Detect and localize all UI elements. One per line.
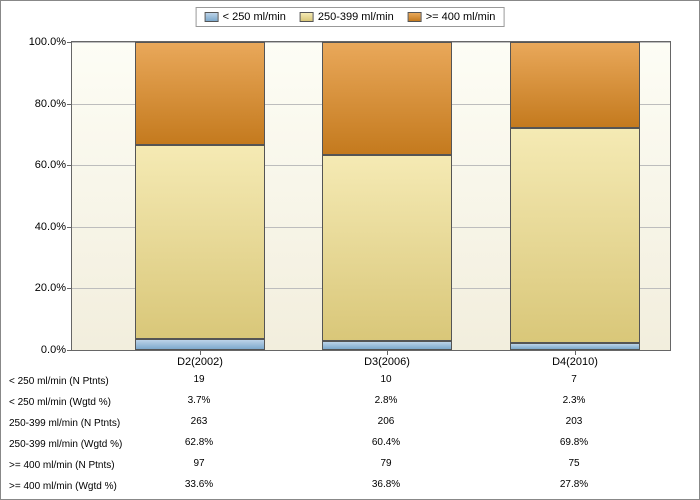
table-cell: 206 xyxy=(378,416,395,427)
y-tick xyxy=(67,350,72,351)
y-tick xyxy=(67,288,72,289)
y-tick-label: 40.0% xyxy=(35,221,66,233)
bar-group: D4(2010) xyxy=(510,42,640,350)
table-cell: 203 xyxy=(566,416,583,427)
row-cells: 19 10 7 xyxy=(141,371,699,392)
row-label: < 250 ml/min (Wgtd %) xyxy=(1,397,141,408)
table-row: >= 400 ml/min (N Ptnts) 97 79 75 xyxy=(1,455,699,476)
legend-swatch xyxy=(300,12,314,22)
table-cell: 69.8% xyxy=(560,437,588,448)
row-cells: 97 79 75 xyxy=(141,455,699,476)
y-tick-label: 60.0% xyxy=(35,159,66,171)
row-label: 250-399 ml/min (Wgtd %) xyxy=(1,439,141,450)
x-tick xyxy=(575,350,576,355)
row-cells: 263 206 203 xyxy=(141,413,699,434)
table-cell: 19 xyxy=(193,374,204,385)
plot-area: 0.0%20.0%40.0%60.0%80.0%100.0%D2(2002)D3… xyxy=(71,41,671,351)
bar-segment xyxy=(135,145,265,338)
x-category-label: D4(2010) xyxy=(552,356,598,368)
legend-label: >= 400 ml/min xyxy=(426,11,496,23)
row-cells: 3.7% 2.8% 2.3% xyxy=(141,392,699,413)
bar-group: D3(2006) xyxy=(322,42,452,350)
bar-segment xyxy=(510,42,640,128)
row-label: < 250 ml/min (N Ptnts) xyxy=(1,376,141,387)
table-row: < 250 ml/min (N Ptnts) 19 10 7 xyxy=(1,371,699,392)
table-cell: 60.4% xyxy=(372,437,400,448)
y-tick-label: 80.0% xyxy=(35,98,66,110)
table-cell: 75 xyxy=(568,458,579,469)
y-tick xyxy=(67,227,72,228)
legend-item: >= 400 ml/min xyxy=(408,11,496,23)
bar-group: D2(2002) xyxy=(135,42,265,350)
table-cell: 2.3% xyxy=(563,395,586,406)
legend-label: 250-399 ml/min xyxy=(318,11,394,23)
table-cell: 7 xyxy=(571,374,577,385)
x-category-label: D3(2006) xyxy=(364,356,410,368)
legend: < 250 ml/min 250-399 ml/min >= 400 ml/min xyxy=(196,7,505,27)
bar-segment xyxy=(135,42,265,145)
row-label: 250-399 ml/min (N Ptnts) xyxy=(1,418,141,429)
x-category-label: D2(2002) xyxy=(177,356,223,368)
y-tick-label: 0.0% xyxy=(41,344,66,356)
table-cell: 33.6% xyxy=(185,479,213,490)
table-cell: 97 xyxy=(193,458,204,469)
table-row: < 250 ml/min (Wgtd %) 3.7% 2.8% 2.3% xyxy=(1,392,699,413)
table-cell: 10 xyxy=(380,374,391,385)
row-label: >= 400 ml/min (Wgtd %) xyxy=(1,481,141,492)
x-tick xyxy=(387,350,388,355)
legend-swatch xyxy=(205,12,219,22)
x-tick xyxy=(200,350,201,355)
table-cell: 3.7% xyxy=(188,395,211,406)
table-cell: 263 xyxy=(191,416,208,427)
bar-segment xyxy=(135,339,265,350)
legend-item: 250-399 ml/min xyxy=(300,11,394,23)
data-table: < 250 ml/min (N Ptnts)19107< 250 ml/min … xyxy=(1,371,699,497)
y-tick-label: 20.0% xyxy=(35,282,66,294)
row-cells: 33.6% 36.8% 27.8% xyxy=(141,476,699,497)
legend-item: < 250 ml/min xyxy=(205,11,286,23)
bar-segment xyxy=(322,42,452,155)
bar-segment xyxy=(322,341,452,350)
table-cell: 36.8% xyxy=(372,479,400,490)
table-cell: 27.8% xyxy=(560,479,588,490)
row-label: >= 400 ml/min (N Ptnts) xyxy=(1,460,141,471)
row-cells: 62.8% 60.4% 69.8% xyxy=(141,434,699,455)
bar-segment xyxy=(510,343,640,350)
table-row: 250-399 ml/min (Wgtd %) 62.8% 60.4% 69.8% xyxy=(1,434,699,455)
legend-swatch xyxy=(408,12,422,22)
y-tick xyxy=(67,104,72,105)
table-row: 250-399 ml/min (N Ptnts) 263 206 203 xyxy=(1,413,699,434)
bar-segment xyxy=(510,128,640,343)
chart-container: < 250 ml/min 250-399 ml/min >= 400 ml/min … xyxy=(0,0,700,500)
bar-segment xyxy=(322,155,452,341)
table-cell: 79 xyxy=(380,458,391,469)
y-tick xyxy=(67,165,72,166)
table-row: >= 400 ml/min (Wgtd %) 33.6% 36.8% 27.8% xyxy=(1,476,699,497)
y-tick xyxy=(67,42,72,43)
y-tick-label: 100.0% xyxy=(29,36,66,48)
table-cell: 62.8% xyxy=(185,437,213,448)
legend-label: < 250 ml/min xyxy=(223,11,286,23)
table-cell: 2.8% xyxy=(375,395,398,406)
